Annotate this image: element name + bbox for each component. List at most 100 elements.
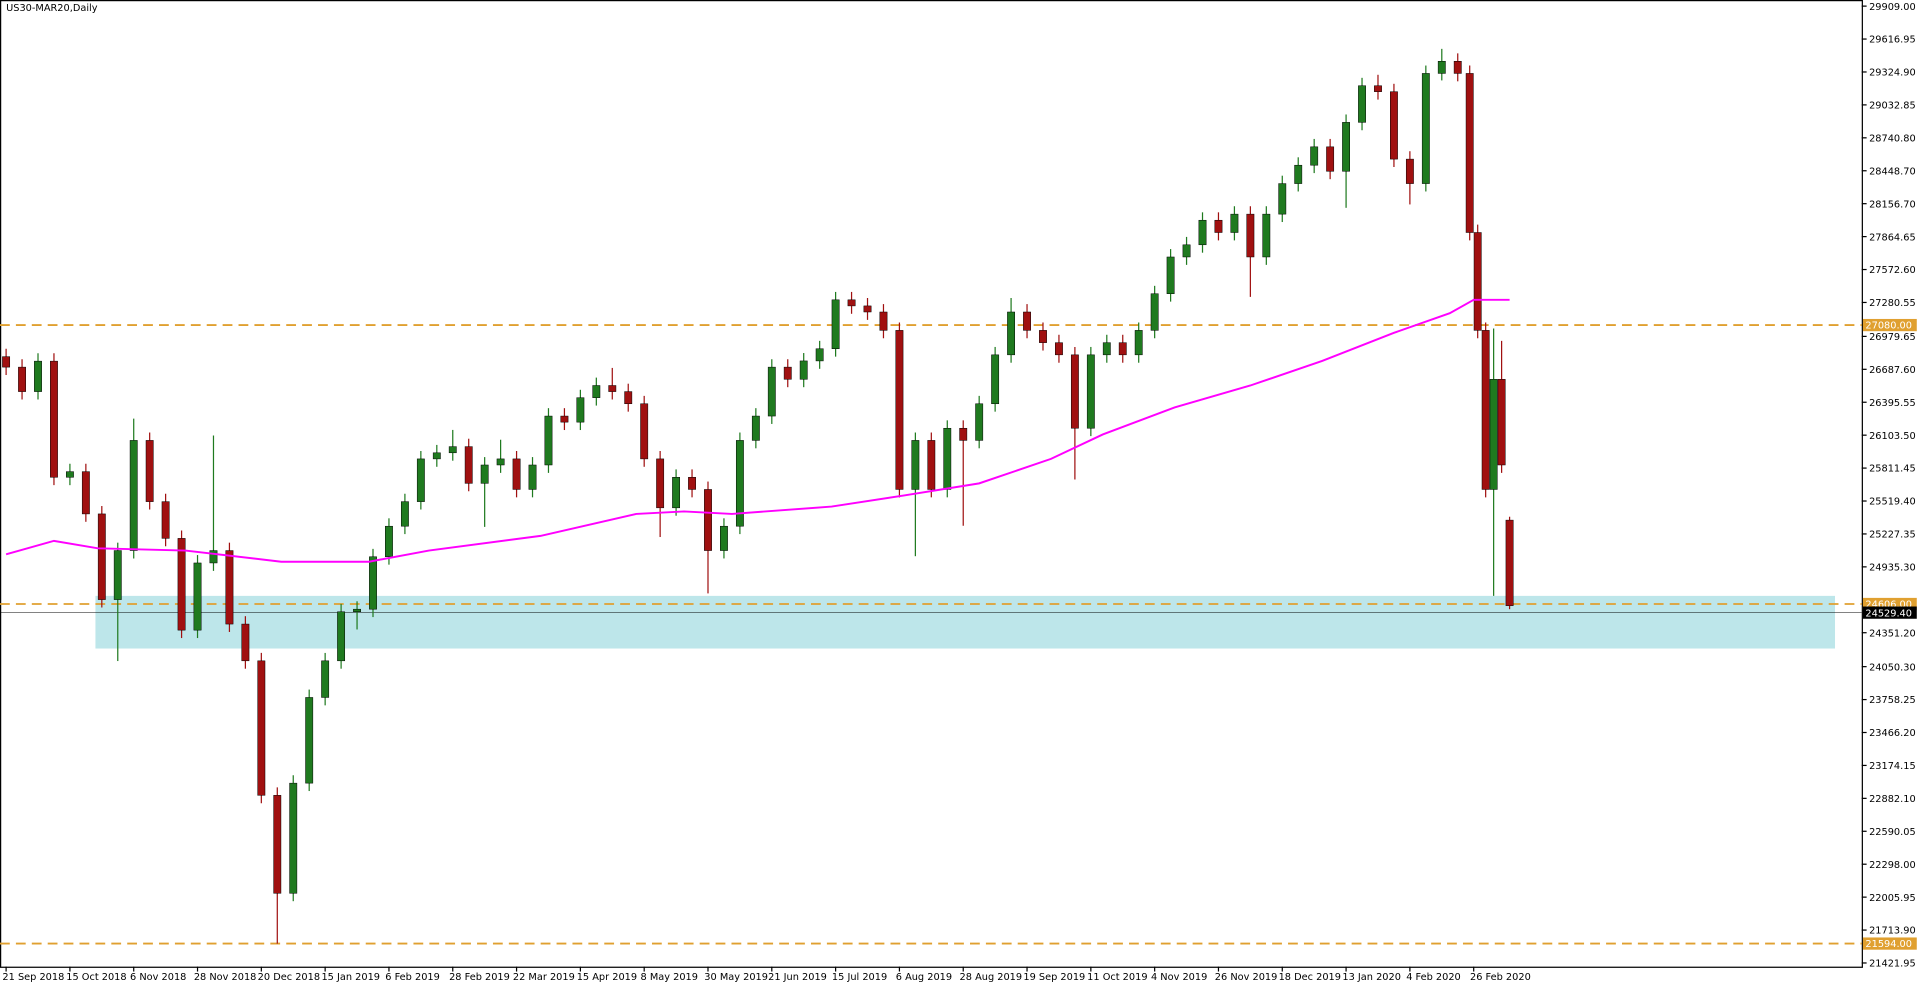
candle-body — [1198, 219, 1207, 246]
candle-body — [97, 513, 106, 600]
x-tick-label: 6 Feb 2019 — [385, 972, 440, 983]
x-tick-label: 19 Sep 2019 — [1023, 972, 1085, 983]
candle-body — [1374, 85, 1382, 92]
candle-body — [1326, 146, 1335, 172]
candle-body — [959, 427, 968, 441]
candle-body — [34, 360, 42, 392]
x-tick-label: 26 Feb 2020 — [1470, 972, 1531, 983]
candle-body — [1166, 256, 1175, 294]
x-tick-label: 15 Oct 2018 — [66, 972, 126, 983]
x-tick-label: 20 Dec 2018 — [258, 972, 320, 983]
candle-body — [863, 305, 872, 313]
candle-body — [1055, 342, 1063, 356]
x-tick-label: 13 Jan 2020 — [1342, 972, 1401, 983]
candle-body — [225, 550, 234, 625]
candle-body — [672, 477, 681, 509]
candle-body — [1150, 293, 1159, 331]
x-tick-label: 15 Jul 2019 — [832, 972, 887, 983]
candle-body — [161, 501, 170, 539]
x-tick-label: 26 Nov 2019 — [1215, 972, 1278, 983]
candle-body — [353, 608, 361, 613]
y-tick-label: 22882.10 — [1869, 794, 1916, 805]
candle-body — [432, 452, 441, 460]
candle-body — [496, 458, 505, 466]
x-tick-label: 15 Jan 2019 — [321, 972, 380, 983]
candle-body — [1118, 342, 1127, 356]
x-tick-label: 6 Aug 2019 — [896, 972, 952, 983]
candle-body — [560, 415, 569, 423]
candle-body — [113, 550, 122, 600]
candle-body — [943, 427, 952, 490]
x-tick-label: 28 Aug 2019 — [960, 972, 1023, 983]
candle-body — [831, 299, 840, 349]
candle-body — [927, 440, 936, 490]
candle-body — [1102, 342, 1111, 356]
candle-body — [911, 440, 920, 490]
y-tick-label: 27280.55 — [1869, 298, 1916, 309]
candle-body — [608, 385, 617, 392]
y-tick-label: 24935.30 — [1869, 563, 1916, 574]
candle-body — [624, 391, 633, 405]
candle-body — [1505, 519, 1514, 606]
candle-body — [1214, 219, 1223, 233]
candle-body — [1246, 213, 1255, 258]
candle-body — [448, 446, 457, 454]
x-tick-label: 4 Feb 2020 — [1406, 972, 1461, 983]
candle-body — [1473, 232, 1482, 331]
candle-body — [783, 366, 792, 380]
moving-average — [5, 298, 1510, 563]
candle-body — [385, 525, 393, 558]
candle-body — [1262, 213, 1271, 258]
candle-body — [991, 354, 1000, 405]
candle-body — [1039, 330, 1047, 343]
candle-body — [1294, 164, 1303, 184]
x-tick-label: 30 May 2019 — [704, 972, 768, 983]
y-tick-label: 28740.80 — [1869, 133, 1916, 144]
candle-body — [767, 366, 776, 417]
candle-body — [1310, 146, 1319, 166]
candle-body — [656, 458, 665, 509]
candle-body — [751, 415, 760, 441]
x-tick-label: 15 Apr 2019 — [577, 972, 637, 983]
y-tick-label: 23466.20 — [1869, 728, 1916, 739]
x-tick-label: 6 Nov 2018 — [130, 972, 186, 983]
candle-body — [1134, 330, 1143, 356]
candle-body — [2, 356, 11, 368]
candle-body — [1405, 158, 1414, 184]
candle-body — [688, 477, 696, 490]
candle-body — [145, 440, 154, 502]
y-tick-label: 28156.70 — [1869, 199, 1916, 210]
y-tick-label: 25227.35 — [1869, 530, 1916, 541]
y-tick-label: 26395.55 — [1869, 398, 1916, 409]
candle-body — [847, 299, 856, 307]
candle-body — [480, 464, 489, 484]
candle-body — [1358, 85, 1366, 123]
y-tick-label: 22005.95 — [1869, 893, 1916, 904]
candle-body — [1230, 213, 1239, 233]
level-label: 21594.00 — [1865, 939, 1912, 950]
candle-body — [1023, 311, 1031, 331]
x-tick-label: 4 Nov 2019 — [1151, 972, 1207, 983]
x-tick-label: 28 Feb 2019 — [449, 972, 510, 983]
y-tick-label: 21713.90 — [1869, 926, 1916, 937]
y-tick-label: 29032.85 — [1869, 101, 1916, 112]
candle-body — [241, 623, 250, 662]
candle-body — [209, 550, 218, 564]
candle-body — [1465, 73, 1474, 233]
candle-body — [321, 660, 330, 698]
y-tick-label: 22298.00 — [1869, 860, 1916, 871]
candle-body — [576, 397, 585, 423]
candle-body — [975, 403, 984, 441]
candle-body — [544, 415, 553, 466]
y-tick-label: 21421.95 — [1869, 959, 1916, 970]
y-tick-label: 24050.30 — [1869, 662, 1916, 673]
x-tick-label: 21 Jun 2019 — [768, 972, 827, 983]
candle-body — [81, 471, 90, 515]
candle-body — [799, 360, 808, 380]
candle-body — [815, 348, 824, 362]
x-tick-label: 28 Nov 2018 — [194, 972, 257, 983]
y-tick-label: 27572.60 — [1869, 265, 1916, 276]
y-tick-label: 28448.70 — [1869, 166, 1916, 177]
